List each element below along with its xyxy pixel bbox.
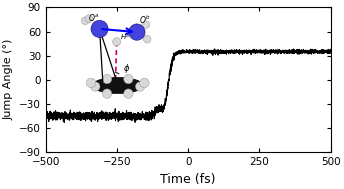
X-axis label: Time (fs): Time (fs) xyxy=(161,173,216,186)
Y-axis label: Jump Angle (°): Jump Angle (°) xyxy=(3,39,13,120)
